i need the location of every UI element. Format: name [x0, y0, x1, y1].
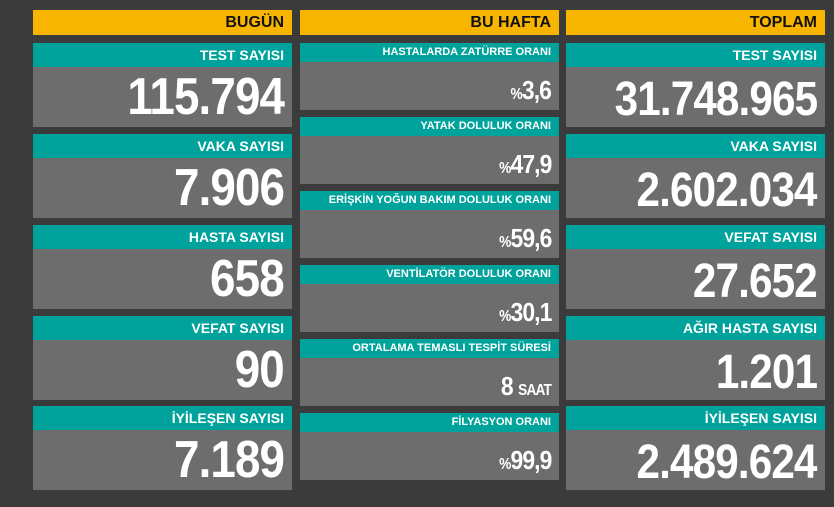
value-number: 658 — [210, 250, 285, 309]
stat-value: 27.652 — [693, 254, 818, 308]
value-prefix: % — [510, 85, 522, 103]
stat-card: HASTALARDA ZATÜRRE ORANI %3,6 — [300, 43, 559, 110]
stat-card: TEST SAYISI 31.748.965 — [566, 43, 825, 127]
stat-card: İYİLEŞEN SAYISI 7.189 — [33, 406, 292, 490]
stat-value: 115.794 — [127, 68, 285, 127]
stat-label: VAKA SAYISI — [566, 134, 825, 158]
stat-label: ORTALAMA TEMASLI TESPİT SÜRESİ — [300, 339, 559, 358]
value-number: 2.602.034 — [636, 163, 818, 217]
stat-card: FİLYASYON ORANI %99,9 — [300, 413, 559, 480]
value-number: 30,1 — [509, 296, 552, 327]
stat-label: VENTİLATÖR DOLULUK ORANI — [300, 265, 559, 284]
value-number: 99,9 — [509, 444, 552, 475]
stat-label: İYİLEŞEN SAYISI — [33, 406, 292, 430]
value-prefix: % — [498, 307, 511, 325]
stat-label: HASTALARDA ZATÜRRE ORANI — [300, 43, 559, 62]
stat-card: HASTA SAYISI 658 — [33, 225, 292, 309]
stat-label: VEFAT SAYISI — [33, 316, 292, 340]
stat-value: 90 — [234, 341, 285, 400]
stat-label: AĞIR HASTA SAYISI — [566, 316, 825, 340]
stat-label: ERİŞKİN YOĞUN BAKIM DOLULUK ORANI — [300, 191, 559, 210]
stat-label: TEST SAYISI — [33, 43, 292, 67]
stat-card: ORTALAMA TEMASLI TESPİT SÜRESİ 8 SAAT — [300, 339, 559, 406]
value-number: 8 — [500, 370, 514, 401]
stat-value: 7.906 — [173, 159, 285, 218]
stat-value: 7.189 — [173, 431, 285, 490]
stat-card: VAKA SAYISI 2.602.034 — [566, 134, 825, 218]
stat-value: 2.602.034 — [636, 163, 818, 217]
value-number: 31.748.965 — [614, 72, 817, 126]
value-number: 1.201 — [715, 345, 818, 399]
stat-label: VAKA SAYISI — [33, 134, 292, 158]
value-prefix: % — [498, 233, 511, 251]
column-header: BU HAFTA — [300, 10, 559, 35]
stat-value: %59,6 — [498, 222, 552, 256]
stat-card: VEFAT SAYISI 90 — [33, 316, 292, 400]
stat-value: %47,9 — [498, 148, 552, 182]
stat-value: 2.489.624 — [636, 435, 818, 489]
stat-card: AĞIR HASTA SAYISI 1.201 — [566, 316, 825, 400]
stat-card: ERİŞKİN YOĞUN BAKIM DOLULUK ORANI %59,6 — [300, 191, 559, 258]
stat-card: İYİLEŞEN SAYISI 2.489.624 — [566, 406, 825, 490]
stat-value: %3,6 — [510, 74, 552, 108]
stat-label: İYİLEŞEN SAYISI — [566, 406, 825, 430]
stat-value: 31.748.965 — [614, 72, 817, 126]
stat-card: YATAK DOLULUK ORANI %47,9 — [300, 117, 559, 184]
stat-label: TEST SAYISI — [566, 43, 825, 67]
value-number: 47,9 — [509, 148, 552, 179]
value-number: 2.489.624 — [636, 435, 818, 489]
stat-label: HASTA SAYISI — [33, 225, 292, 249]
value-number: 115.794 — [127, 68, 285, 127]
value-prefix: % — [498, 455, 511, 473]
stat-label: VEFAT SAYISI — [566, 225, 825, 249]
stat-card: VAKA SAYISI 7.906 — [33, 134, 292, 218]
stat-value: 1.201 — [715, 345, 818, 399]
stat-label: FİLYASYON ORANI — [300, 413, 559, 432]
value-number: 27.652 — [693, 254, 818, 308]
value-prefix: % — [498, 159, 511, 177]
value-number: 7.189 — [173, 431, 285, 490]
stat-label: YATAK DOLULUK ORANI — [300, 117, 559, 136]
stat-value: %99,9 — [498, 444, 552, 478]
value-number: 90 — [234, 341, 285, 400]
stat-value: 8 SAAT — [500, 370, 552, 404]
value-suffix: SAAT — [518, 381, 552, 399]
column-header: BUGÜN — [33, 10, 292, 35]
value-number: 3,6 — [521, 74, 552, 105]
value-number: 7.906 — [173, 159, 285, 218]
stat-card: VENTİLATÖR DOLULUK ORANI %30,1 — [300, 265, 559, 332]
stat-card: TEST SAYISI 115.794 — [33, 43, 292, 127]
column-header: TOPLAM — [566, 10, 825, 35]
stat-value: 658 — [210, 250, 285, 309]
stat-card: VEFAT SAYISI 27.652 — [566, 225, 825, 309]
value-number: 59,6 — [509, 222, 552, 253]
stat-value: %30,1 — [498, 296, 552, 330]
